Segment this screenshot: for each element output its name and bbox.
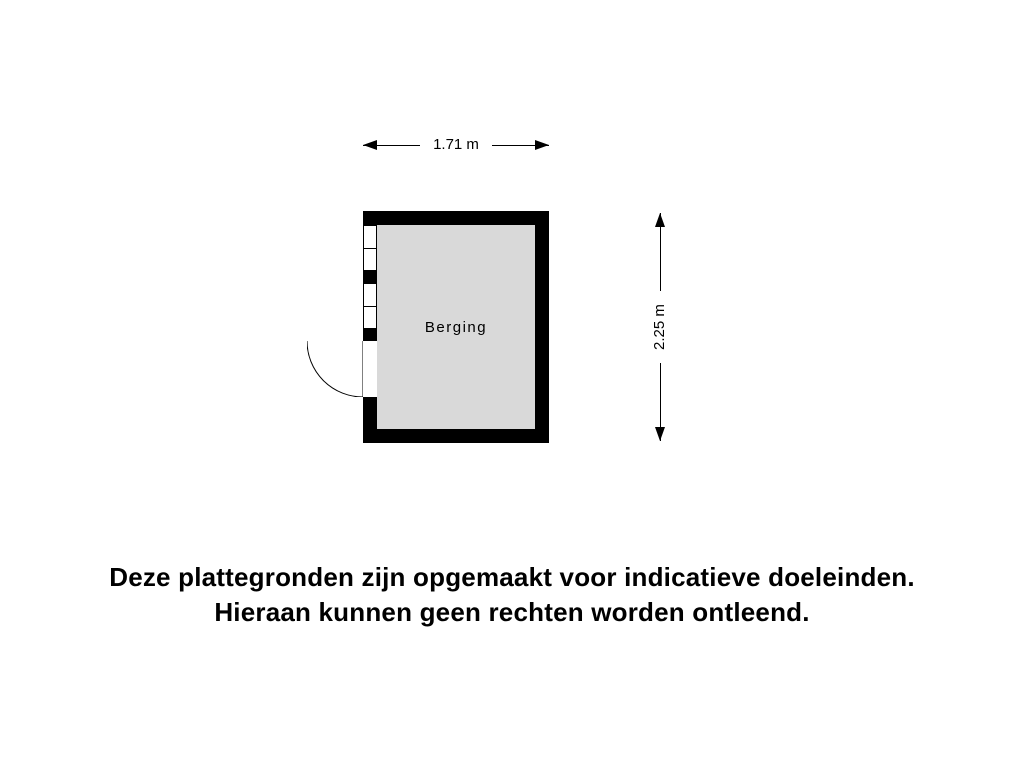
disclaimer-line1: Deze plattegronden zijn opgemaakt voor i… [109,562,915,592]
wall-top [363,211,549,225]
door-opening [363,341,377,397]
wall-bottom [363,429,549,443]
wall-left-seg-3 [363,329,377,341]
room-berging: Berging [363,211,549,443]
room-label: Berging [425,319,487,336]
dim-height-label: 2.25 m [651,293,668,361]
disclaimer-line2: Hieraan kunnen geen rechten worden ontle… [214,597,809,627]
dim-height-arrow-top [655,213,665,227]
window-2 [363,283,377,329]
dim-width-label: 1.71 m [422,136,490,153]
wall-left-seg-1 [363,271,377,283]
wall-left-seg-5 [363,397,377,429]
wall-right [535,211,549,443]
dim-width-arrow-left [363,140,377,150]
floorplan-canvas: 1.71 m 2.25 m Berging Deze plattegronden… [0,0,1024,768]
wall-left-container [363,225,377,429]
dim-height-arrow-bottom [655,427,665,441]
disclaimer-text: Deze plattegronden zijn opgemaakt voor i… [0,560,1024,630]
door-swing [307,341,363,397]
window-0 [363,225,377,271]
dim-width-arrow-right [535,140,549,150]
room-interior: Berging [377,225,535,429]
